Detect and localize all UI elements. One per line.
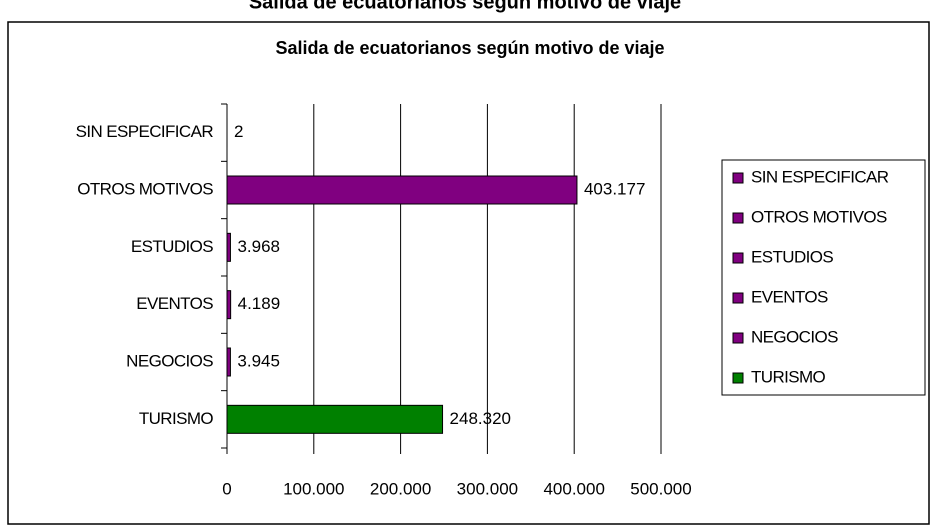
bar (226, 175, 578, 205)
y-tick-label: TURISMO (139, 409, 214, 428)
legend-swatch (732, 292, 744, 304)
page-heading: Salida de ecuatorianos según motivo de v… (249, 0, 681, 13)
y-tick-label: ESTUDIOS (131, 237, 213, 256)
legend-swatch (732, 332, 744, 344)
legend-swatch (732, 252, 744, 264)
y-tick-label: OTROS MOTIVOS (77, 179, 213, 198)
x-tick-label: 300.000 (457, 479, 518, 498)
x-tick-label: 500.000 (630, 479, 691, 498)
value-label: 403.177 (584, 179, 645, 198)
value-label: 248.320 (450, 409, 511, 428)
legend-label: EVENTOS (751, 287, 828, 306)
legend-label: ESTUDIOS (751, 247, 833, 266)
x-tick-label: 100.000 (283, 479, 344, 498)
legend-swatch (732, 212, 744, 224)
value-label: 3.945 (237, 351, 280, 370)
bar (226, 290, 232, 320)
legend-label: OTROS MOTIVOS (751, 207, 887, 226)
legend-swatch (732, 372, 744, 384)
legend-label: TURISMO (751, 367, 826, 386)
bar (226, 347, 231, 377)
legend-swatch (732, 172, 744, 184)
value-label: 2 (234, 122, 243, 141)
legend-label: SIN ESPECIFICAR (751, 167, 889, 186)
x-tick-label: 0 (222, 479, 231, 498)
y-tick-label: NEGOCIOS (126, 351, 213, 370)
legend-label: NEGOCIOS (751, 327, 838, 346)
y-tick-label: EVENTOS (136, 294, 213, 313)
y-tick-label: SIN ESPECIFICAR (76, 122, 214, 141)
x-tick-label: 400.000 (543, 479, 604, 498)
chart-title: Salida de ecuatorianos según motivo de v… (275, 38, 664, 58)
value-label: 3.968 (237, 237, 280, 256)
value-label: 4.189 (238, 294, 281, 313)
legend-box (721, 159, 926, 396)
bar (226, 232, 231, 262)
x-tick-label: 200.000 (370, 479, 431, 498)
bar (226, 404, 444, 434)
